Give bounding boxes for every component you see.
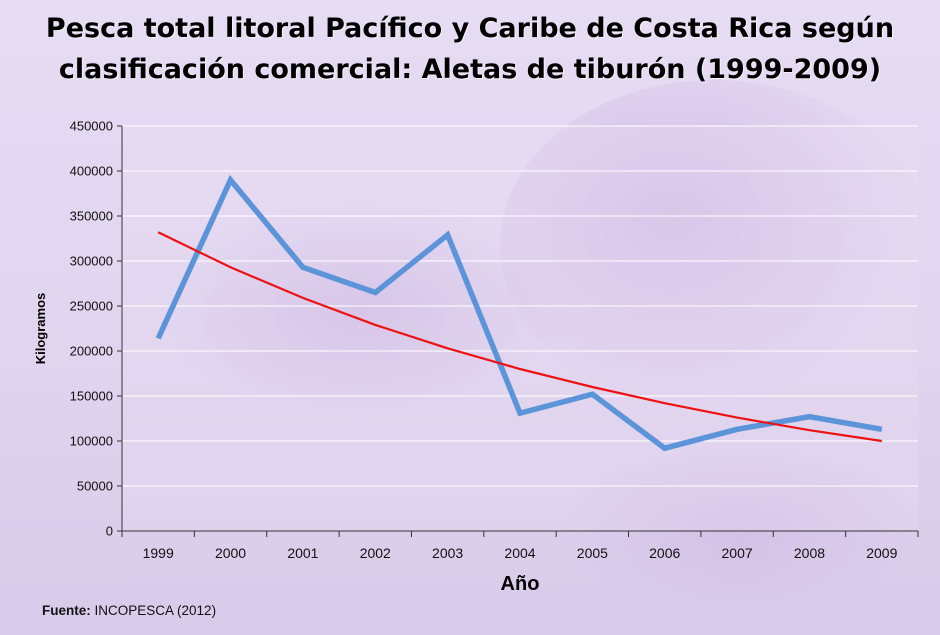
x-tick-label: 2008 — [794, 545, 825, 561]
y-tick-label: 100000 — [70, 434, 113, 449]
y-tick-label: 400000 — [70, 164, 113, 179]
y-tick-label: 300000 — [70, 254, 113, 269]
y-tick-label: 450000 — [70, 119, 113, 134]
x-tick-label: 2000 — [215, 545, 246, 561]
y-tick-label: 350000 — [70, 209, 113, 224]
y-tick-label: 50000 — [77, 479, 113, 494]
chart-title-line-2: clasificación comercial: Aletas de tibur… — [58, 54, 882, 85]
source-text: INCOPESCA (2012) — [94, 603, 217, 618]
y-tick-label: 150000 — [70, 389, 113, 404]
source-note: Fuente: INCOPESCA (2012) — [42, 603, 216, 618]
source-label: Fuente: — [42, 603, 91, 618]
chart-title-line-1: Pesca total litoral Pacífico y Caribe de… — [45, 13, 895, 44]
y-tick-label: 250000 — [70, 299, 113, 314]
x-tick-label: 2006 — [649, 545, 680, 561]
y-axis-title: Kilogramos — [33, 293, 48, 365]
x-tick-label: 2009 — [866, 545, 897, 561]
x-tick-label: 2005 — [577, 545, 608, 561]
x-tick-label: 2007 — [722, 545, 753, 561]
x-axis-title: Año — [501, 573, 540, 595]
x-tick-label: 2002 — [360, 545, 391, 561]
x-tick-label: 2003 — [432, 545, 463, 561]
x-tick-label: 1999 — [143, 545, 174, 561]
trend-line — [157, 231, 882, 443]
plot-area — [122, 126, 918, 531]
chart-title: Pesca total litoral Pacífico y Caribe de… — [0, 8, 940, 90]
x-tick-label: 2001 — [287, 545, 318, 561]
y-tick-label: 0 — [106, 524, 113, 539]
x-tick-label: 2004 — [504, 545, 535, 561]
y-tick-label: 200000 — [70, 344, 113, 359]
